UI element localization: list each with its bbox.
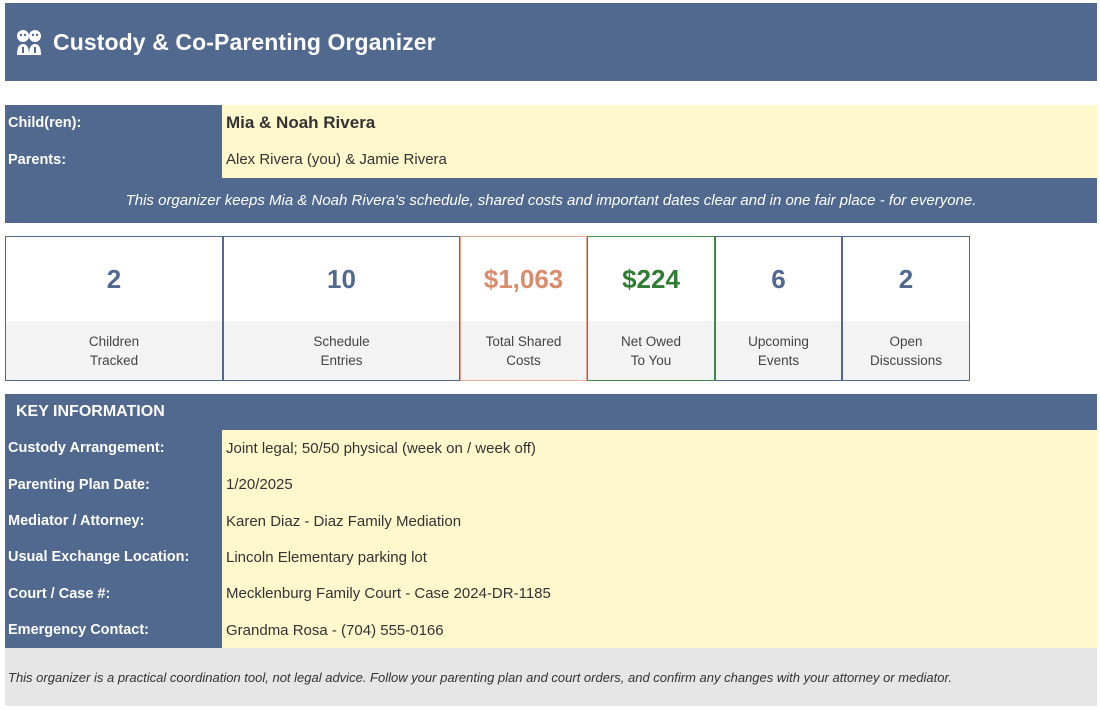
parents-label: Parents: <box>5 141 222 178</box>
kpi-caption: Upcoming Events <box>716 321 841 380</box>
kpi-schedule-entries: 10 Schedule Entries <box>223 236 460 381</box>
info-value-mediator[interactable]: Karen Diaz - Diaz Family Mediation <box>222 503 1097 539</box>
kpi-value: 10 <box>327 264 356 294</box>
info-label-exchange-location: Usual Exchange Location: <box>5 539 222 575</box>
info-value-exchange-location[interactable]: Lincoln Elementary parking lot <box>222 539 1097 575</box>
info-label-mediator: Mediator / Attorney: <box>5 503 222 539</box>
children-value[interactable]: Mia & Noah Rivera <box>222 105 1097 141</box>
kpi-caption: Children Tracked <box>6 321 222 380</box>
kpi-caption-line2: To You <box>630 352 672 368</box>
kpi-value: 2 <box>898 264 914 294</box>
children-label: Child(ren): <box>5 105 222 141</box>
info-label-emergency-contact: Emergency Contact: <box>5 612 222 648</box>
kpi-caption-line2: Entries <box>320 352 363 368</box>
kpi-value: 6 <box>771 264 786 294</box>
kpi-caption-line1: Net Owed <box>620 333 682 349</box>
kpi-caption: Open Discussions <box>843 321 969 380</box>
info-value-custody[interactable]: Joint legal; 50/50 physical (week on / w… <box>222 430 1097 466</box>
kpi-value: 2 <box>106 264 122 294</box>
page-title: Custody & Co-Parenting Organizer <box>53 28 436 55</box>
kpi-value: $224 <box>622 264 680 294</box>
kpi-caption: Total Shared Costs <box>461 321 586 380</box>
kpi-caption-line1: Total Shared <box>485 333 562 349</box>
kpi-children-tracked: 2 Children Tracked <box>5 236 223 381</box>
info-value-plan-date[interactable]: 1/20/2025 <box>222 466 1097 503</box>
kpi-total-shared-costs: $1,063 Total Shared Costs <box>460 236 587 381</box>
kpi-caption-line2: Events <box>757 352 800 368</box>
kpi-open-discussions: 2 Open Discussions <box>842 236 970 381</box>
disclaimer: This organizer is a practical coordinati… <box>5 648 1097 706</box>
key-information-heading: KEY INFORMATION <box>5 394 1097 430</box>
kpi-caption: Net Owed To You <box>588 321 714 380</box>
title-bar: Custody & Co-Parenting Organizer <box>5 3 1097 81</box>
parents-value[interactable]: Alex Rivera (you) & Jamie Rivera <box>222 141 1097 178</box>
info-value-court-case[interactable]: Mecklenburg Family Court - Case 2024-DR-… <box>222 575 1097 612</box>
kpi-caption-line1: Children <box>88 333 140 349</box>
info-value-emergency-contact[interactable]: Grandma Rosa - (704) 555-0166 <box>222 612 1097 648</box>
family-icon <box>14 27 44 57</box>
kpi-upcoming-events: 6 Upcoming Events <box>715 236 842 381</box>
tagline: This organizer keeps Mia & Noah Rivera's… <box>5 178 1097 223</box>
info-label-custody: Custody Arrangement: <box>5 430 222 466</box>
kpi-caption-line1: Open <box>889 333 923 349</box>
kpi-caption-line2: Costs <box>506 352 541 368</box>
info-label-plan-date: Parenting Plan Date: <box>5 466 222 503</box>
kpi-caption: Schedule Entries <box>224 321 459 380</box>
kpi-net-owed: $224 Net Owed To You <box>587 236 715 381</box>
kpi-caption-line1: Schedule <box>313 333 370 349</box>
info-label-court-case: Court / Case #: <box>5 575 222 612</box>
kpi-caption-line1: Upcoming <box>748 333 809 349</box>
kpi-value: $1,063 <box>483 264 564 294</box>
kpi-caption-line2: Tracked <box>89 352 139 368</box>
kpi-caption-line2: Discussions <box>869 352 943 368</box>
